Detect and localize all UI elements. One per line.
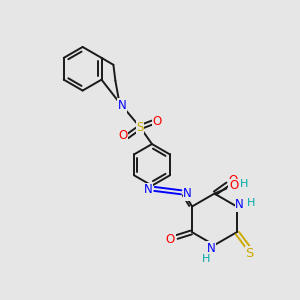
Text: N: N bbox=[144, 183, 152, 196]
Text: H: H bbox=[240, 179, 248, 189]
Text: O: O bbox=[118, 129, 128, 142]
Text: H: H bbox=[202, 254, 211, 264]
Text: N: N bbox=[118, 99, 127, 112]
Text: H: H bbox=[246, 197, 255, 208]
Text: N: N bbox=[207, 242, 216, 255]
Text: O: O bbox=[166, 233, 175, 246]
Text: N: N bbox=[183, 187, 192, 200]
Text: S: S bbox=[245, 247, 254, 260]
Text: O: O bbox=[152, 115, 162, 128]
Text: O: O bbox=[229, 174, 238, 187]
Text: O: O bbox=[230, 179, 239, 192]
Text: S: S bbox=[136, 121, 144, 134]
Text: N: N bbox=[235, 198, 244, 211]
